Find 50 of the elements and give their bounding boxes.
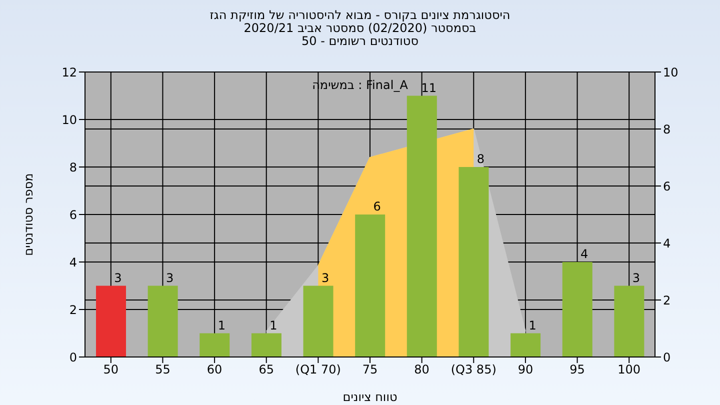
data-label: 1 [218,318,226,332]
data-label: 1 [270,318,278,332]
data-label: 3 [632,270,640,285]
data-label: 4 [580,247,588,261]
y2-tick-label: 8 [663,122,671,136]
x-axis-title: טווח ציונים [342,390,398,404]
x-tick-label: 60 [206,362,222,377]
bar [251,333,282,357]
y2-tick-label: 4 [663,236,671,250]
y2-tick-label: 0 [663,350,671,364]
bar [406,96,437,357]
x-tick-label: 90 [518,362,534,377]
bar [614,286,644,357]
y-tick-label: 12 [62,65,77,80]
bar [148,286,178,357]
bar [355,214,386,357]
bar [510,333,541,357]
data-label: 6 [373,200,381,214]
x-tick-label: 55 [155,362,170,377]
y-tick-label: 4 [69,255,77,270]
y-tick-label: 6 [69,208,77,222]
x-tick-label: 75 [362,362,378,377]
data-label: 1 [528,318,536,332]
chart-title: היסטוגרמת ציונים בקורס - מבוא להיסטוריה של מוזיקת הגז [208,8,512,22]
y-tick-label: 10 [62,112,77,127]
x-tick-label: 80 [414,362,430,377]
x-tick-label: 50 [103,362,119,377]
bar [458,167,489,357]
y-tick-label: 0 [69,350,77,364]
y2-tick-label: 2 [663,293,671,308]
bar [96,286,126,357]
data-label: 11 [421,80,437,95]
x-tick-label: 65 [258,362,274,377]
chart-subtitle: בסמסטר (02/2020) סמסטר אביב 2020/21 סטודנטים רשומים - 50 [244,21,478,48]
data-label: 3 [166,270,174,285]
bar [200,333,230,357]
x-tick-label: (Q3 85) [450,362,496,377]
data-label: 8 [476,152,485,166]
x-tick-label: 95 [570,362,585,377]
bar [303,286,334,357]
data-label: 3 [114,270,122,285]
y2-tick-label: 10 [663,65,678,80]
y-tick-label: 2 [69,302,77,317]
x-tick-label: 100 [618,362,641,377]
x-tick-label: (Q1 70) [295,362,341,377]
y-axis-title: מספר סטודנטים [21,173,36,256]
bar [562,262,592,357]
data-label: 3 [321,270,330,285]
y2-tick-label: 6 [663,179,671,194]
y-tick-label: 8 [69,160,77,174]
